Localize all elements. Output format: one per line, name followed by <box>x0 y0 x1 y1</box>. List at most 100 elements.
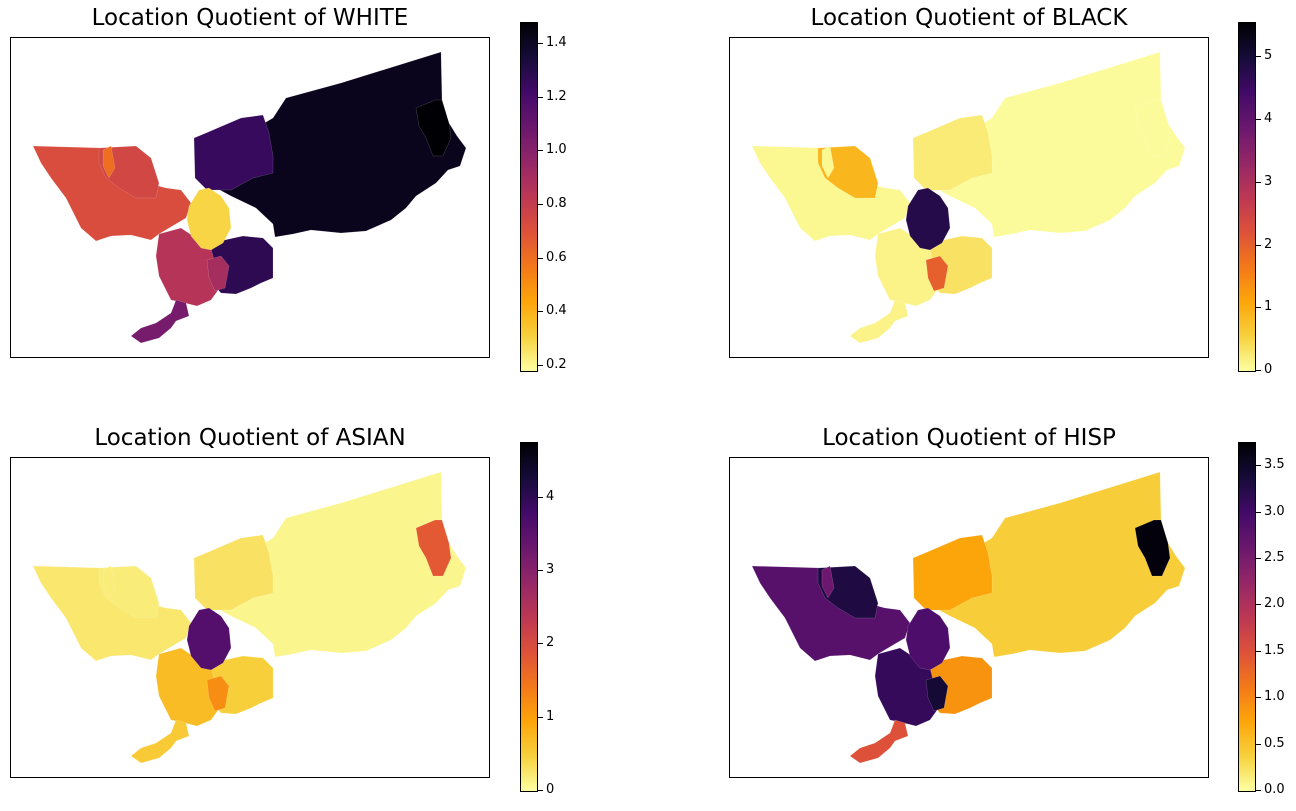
colorbar-tick-label: 0 <box>546 782 555 797</box>
region-core <box>905 607 951 671</box>
map-title: Location Quotient of HISP <box>822 425 1116 451</box>
region-south-center <box>925 675 949 712</box>
map-frame <box>729 457 1209 778</box>
map-frame <box>10 457 490 778</box>
colorbar <box>520 442 538 792</box>
colorbar-tick-mark <box>1256 512 1261 513</box>
colorbar-tick-label: 1.5 <box>1264 643 1285 658</box>
colorbar-tick-label: 0.6 <box>546 250 567 265</box>
map-title: Location Quotient of BLACK <box>810 5 1128 31</box>
region-core <box>186 607 232 671</box>
region-west-edge-strip <box>821 145 835 179</box>
choropleth-map <box>32 51 467 344</box>
region-northeast-corner <box>1134 519 1171 577</box>
colorbar-tick-mark <box>1256 558 1261 559</box>
colorbar-tick-label: 1 <box>546 709 555 724</box>
region-east <box>206 471 467 658</box>
region-south-tip <box>130 719 190 764</box>
map-title: Location Quotient of WHITE <box>91 5 409 31</box>
colorbar <box>1238 22 1256 372</box>
colorbar-tick-mark <box>1256 744 1261 745</box>
region-core <box>905 187 951 251</box>
colorbar-tick-label: 2.5 <box>1264 550 1285 565</box>
region-west-mid <box>98 145 160 199</box>
map-frame <box>10 37 490 358</box>
colorbar-tick-mark <box>538 790 543 791</box>
colorbar-tick-mark <box>1256 182 1261 183</box>
colorbar-tick-mark <box>1256 790 1261 791</box>
colorbar-tick-label: 1.2 <box>546 89 567 104</box>
region-south-center <box>206 255 230 292</box>
colorbar-tick-mark <box>538 717 543 718</box>
colorbar-tick-mark <box>538 497 543 498</box>
region-northeast-corner <box>415 519 452 577</box>
colorbar-tick-mark <box>538 150 543 151</box>
colorbar-tick-mark <box>1256 119 1261 120</box>
map-title: Location Quotient of ASIAN <box>94 425 406 451</box>
colorbar-tick-mark <box>538 204 543 205</box>
colorbar-tick-label: 3 <box>546 562 555 577</box>
colorbar-tick-mark <box>1256 604 1261 605</box>
colorbar-tick-label: 4 <box>546 489 555 504</box>
region-south-center <box>925 255 949 292</box>
colorbar-tick-mark <box>1256 307 1261 308</box>
choropleth-map <box>751 51 1186 344</box>
colorbar-tick-label: 0.8 <box>546 196 567 211</box>
colorbar-tick-label: 2 <box>1264 237 1273 252</box>
colorbar-tick-label: 2.0 <box>1264 596 1285 611</box>
colorbar-tick-label: 4 <box>1264 111 1273 126</box>
colorbar-tick-label: 2 <box>546 635 555 650</box>
region-south-center <box>206 675 230 712</box>
colorbar-tick-mark <box>1256 56 1261 57</box>
region-core <box>186 187 232 251</box>
colorbar <box>1238 442 1256 792</box>
region-west-edge-strip <box>102 145 116 179</box>
colorbar-tick-label: 0.4 <box>546 303 567 318</box>
region-west-edge-strip <box>821 565 835 599</box>
colorbar-tick-mark <box>1256 697 1261 698</box>
region-east <box>925 51 1186 238</box>
choropleth-map <box>751 471 1186 764</box>
colorbar-tick-label: 1.0 <box>1264 689 1285 704</box>
colorbar <box>520 22 538 372</box>
colorbar-tick-label: 3.0 <box>1264 504 1285 519</box>
colorbar-tick-label: 0.2 <box>546 357 567 372</box>
colorbar-tick-mark <box>538 43 543 44</box>
colorbar-tick-mark <box>1256 651 1261 652</box>
region-center-north <box>912 534 993 611</box>
region-center-north <box>912 114 993 191</box>
colorbar-tick-label: 1.4 <box>546 35 567 50</box>
colorbar-tick-label: 3.5 <box>1264 457 1285 472</box>
colorbar-tick-mark <box>538 258 543 259</box>
colorbar-tick-mark <box>538 365 543 366</box>
region-east <box>925 471 1186 658</box>
colorbar-tick-mark <box>538 570 543 571</box>
region-northeast-corner <box>1134 99 1171 157</box>
region-south-tip <box>849 719 909 764</box>
region-west-mid <box>817 565 879 619</box>
colorbar-tick-label: 1.0 <box>546 142 567 157</box>
region-west-mid <box>817 145 879 199</box>
colorbar-tick-mark <box>538 643 543 644</box>
region-south-tip <box>849 299 909 344</box>
region-center-north <box>193 534 274 611</box>
colorbar-tick-mark <box>1256 370 1261 371</box>
colorbar-tick-mark <box>538 97 543 98</box>
choropleth-map <box>32 471 467 764</box>
region-south-tip <box>130 299 190 344</box>
region-west-mid <box>98 565 160 619</box>
colorbar-tick-mark <box>538 311 543 312</box>
colorbar-tick-mark <box>1256 245 1261 246</box>
colorbar-tick-label: 0 <box>1264 362 1273 377</box>
map-frame <box>729 37 1209 358</box>
colorbar-tick-label: 3 <box>1264 174 1273 189</box>
region-northeast-corner <box>415 99 452 157</box>
colorbar-tick-label: 0.5 <box>1264 736 1285 751</box>
colorbar-tick-mark <box>1256 465 1261 466</box>
colorbar-tick-label: 1 <box>1264 299 1273 314</box>
region-center-north <box>193 114 274 191</box>
region-east <box>206 51 467 238</box>
colorbar-tick-label: 5 <box>1264 48 1273 63</box>
colorbar-tick-label: 0.0 <box>1264 782 1285 797</box>
region-west-edge-strip <box>102 565 116 599</box>
